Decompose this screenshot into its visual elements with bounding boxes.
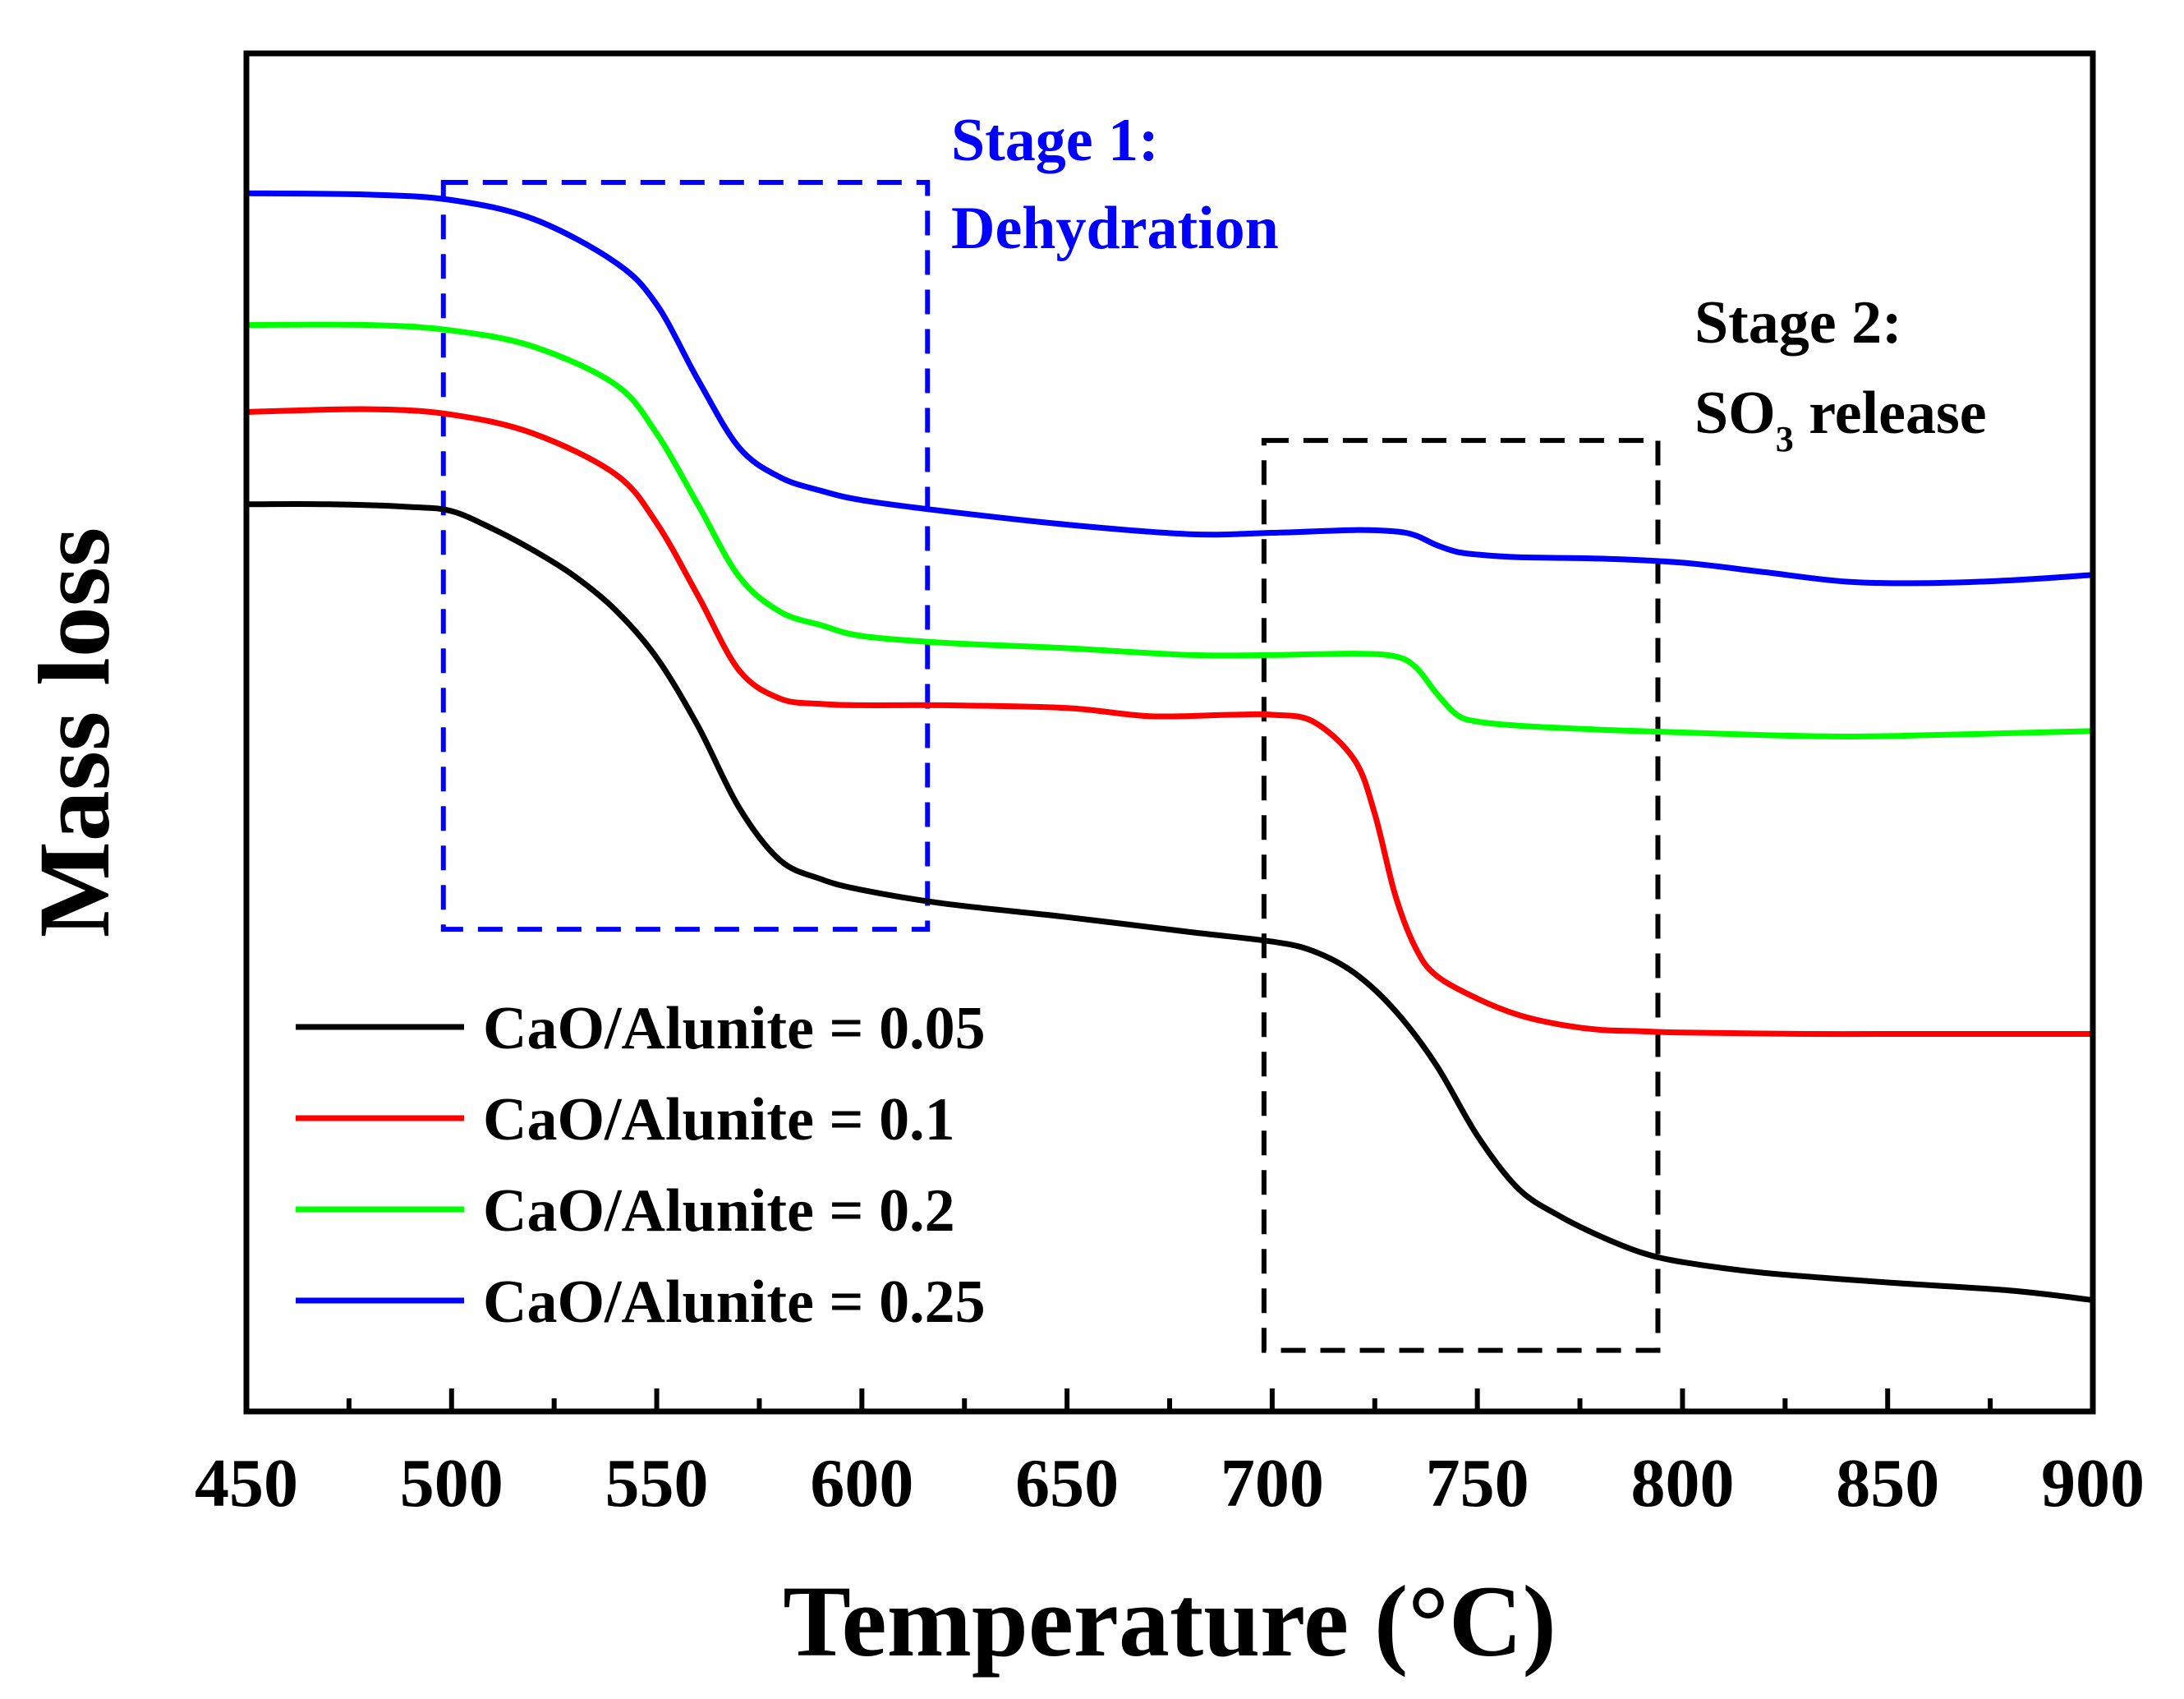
x-tick-label-450: 450	[195, 1445, 298, 1522]
x-tick-label-750: 750	[1426, 1445, 1529, 1522]
stage-1-description: Dehydration	[951, 195, 1279, 262]
x-tick-label-550: 550	[605, 1445, 709, 1522]
x-tick-label-800: 800	[1630, 1445, 1734, 1522]
legend-label-0: CaO/Alunite = 0.05	[483, 995, 986, 1062]
series-line-3	[243, 190, 2096, 587]
x-tick-label-500: 500	[400, 1445, 503, 1522]
x-tick-label-900: 900	[2041, 1445, 2145, 1522]
series-line-2	[243, 321, 2096, 739]
series-line-1	[243, 406, 2096, 1038]
series-line-0	[243, 501, 2096, 1303]
legend-label-1: CaO/Alunite = 0.1	[483, 1086, 955, 1153]
stage-boxes	[440, 180, 1661, 1353]
y-axis-title: Mass loss	[18, 527, 131, 938]
stage-2-description: SO3 release	[1694, 380, 1987, 459]
legend-label-2: CaO/Alunite = 0.2	[483, 1177, 955, 1245]
x-axis-title: Temperature (°C)	[783, 1565, 1556, 1678]
x-axis-ticks	[244, 1388, 2095, 1411]
legend-label-3: CaO/Alunite = 0.25	[483, 1268, 986, 1336]
stage-2-box	[1261, 438, 1661, 1353]
legend: CaO/Alunite = 0.05 CaO/Alunite = 0.1 CaO/A…	[296, 995, 986, 1336]
stage-1-box	[440, 180, 931, 932]
x-tick-label-600: 600	[810, 1445, 913, 1522]
stage-2-label: Stage 2:	[1694, 289, 1902, 357]
x-tick-label-850: 850	[1836, 1445, 1939, 1522]
x-axis-tick-labels: 450 500 550 600 650 700 750 800 850 900	[195, 1445, 2145, 1522]
x-tick-label-700: 700	[1221, 1445, 1324, 1522]
x-tick-label-650: 650	[1015, 1445, 1119, 1522]
series-lines	[243, 190, 2096, 1303]
stage-1-label: Stage 1:	[951, 107, 1159, 174]
